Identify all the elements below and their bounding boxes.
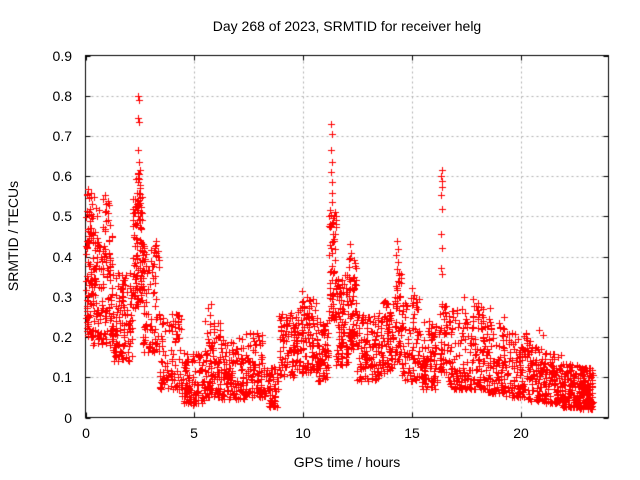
x-tick-label: 20 <box>513 425 529 441</box>
y-tick-label: 0.1 <box>52 369 72 385</box>
y-tick-label: 0.3 <box>52 289 72 305</box>
y-tick-label: 0.7 <box>52 128 72 144</box>
x-axis-label: GPS time / hours <box>293 454 401 470</box>
y-tick-label: 0.8 <box>52 88 72 104</box>
x-tick-label: 15 <box>404 425 420 441</box>
y-tick-label: 0.5 <box>52 208 72 224</box>
x-tick-label: 0 <box>82 425 90 441</box>
y-tick-label: 0.9 <box>52 48 72 64</box>
y-axis-label: SRMTID / TECUs <box>5 180 21 292</box>
y-tick-label: 0.4 <box>52 249 72 265</box>
x-tick-label: 5 <box>190 425 198 441</box>
y-tick-label: 0.6 <box>52 168 72 184</box>
chart-title: Day 268 of 2023, SRMTID for receiver hel… <box>212 18 482 34</box>
y-tick-label: 0 <box>64 410 72 426</box>
y-tick-label: 0.2 <box>52 329 72 345</box>
x-tick-label: 10 <box>295 425 311 441</box>
